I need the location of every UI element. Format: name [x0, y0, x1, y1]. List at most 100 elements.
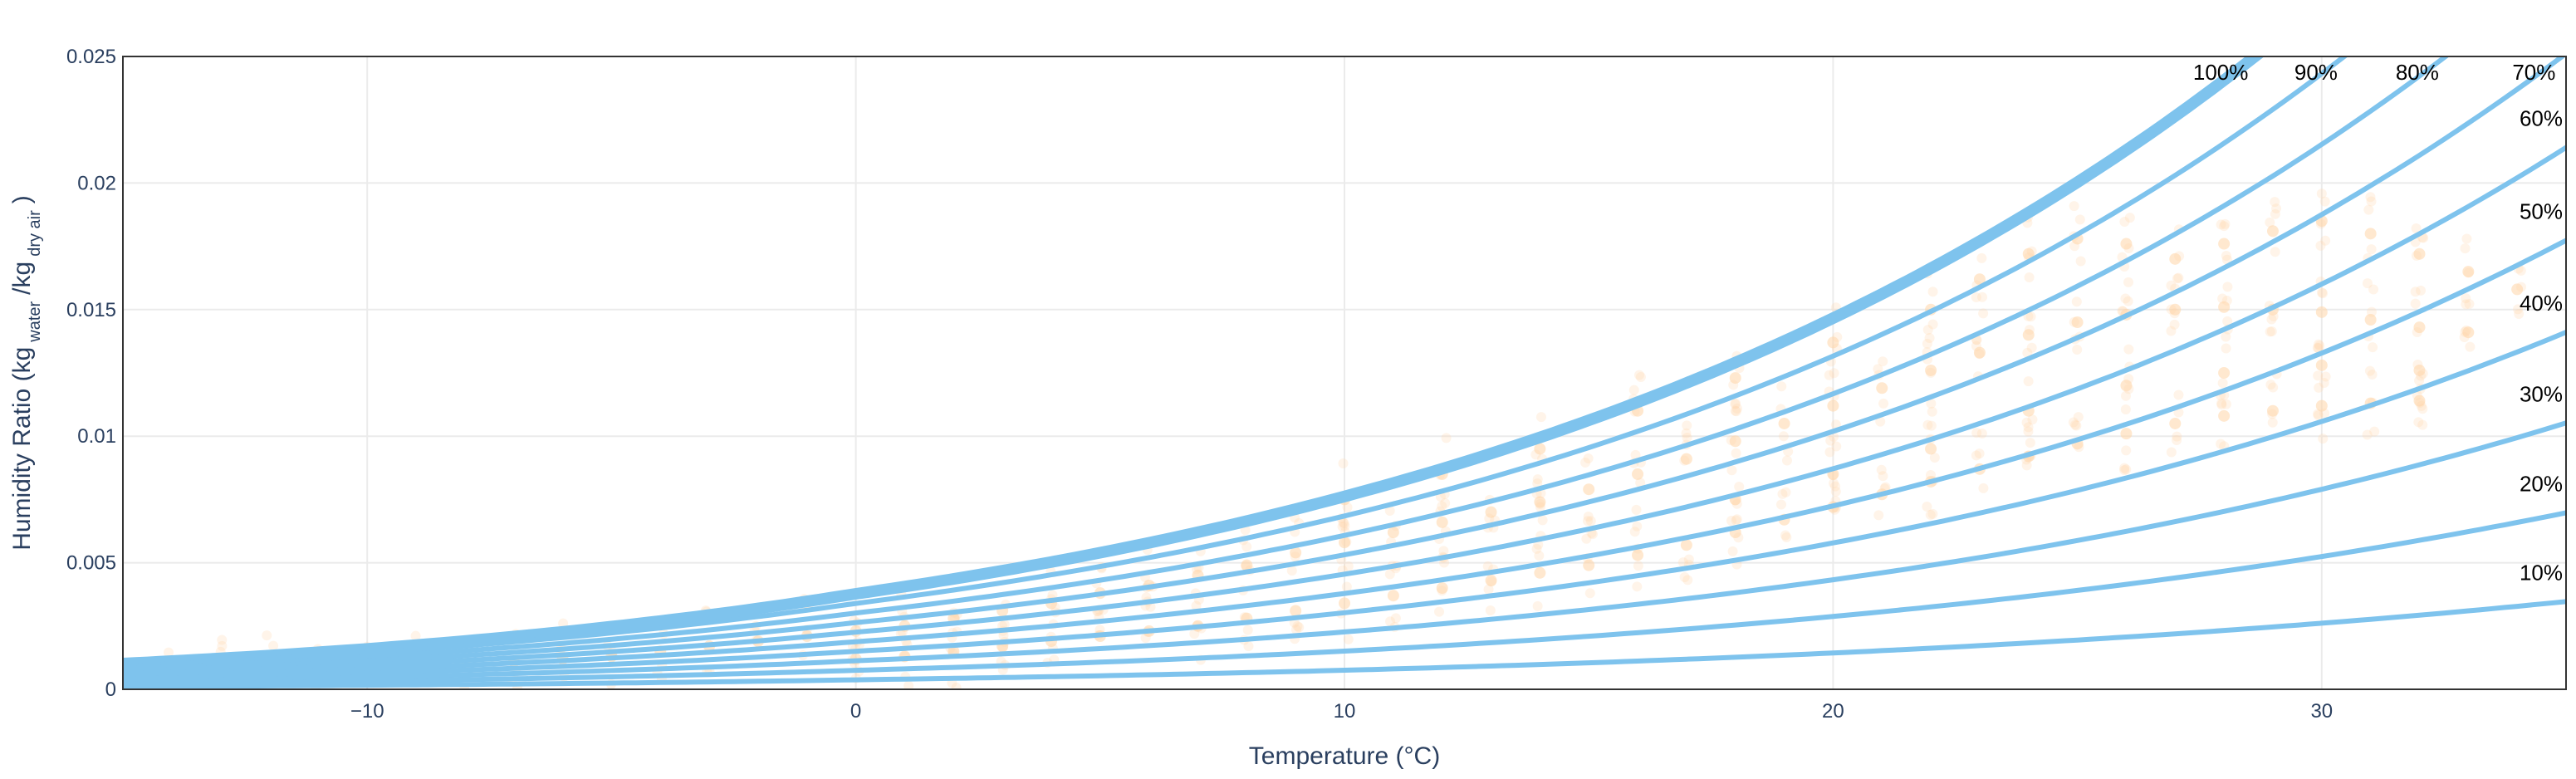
scatter-point — [1926, 367, 1937, 378]
scatter-point — [1241, 559, 1253, 571]
scatter-point — [1580, 457, 1591, 468]
scatter-point — [2023, 422, 2034, 433]
scatter-point — [217, 634, 228, 645]
scatter-point — [1731, 448, 1741, 458]
scatter-point — [1140, 632, 1151, 643]
scatter-point — [1926, 398, 1937, 409]
scatter-point — [2267, 409, 2278, 419]
scatter-point — [2364, 228, 2377, 240]
scatter-point — [1587, 529, 1598, 540]
scatter-point — [1290, 605, 1302, 617]
scatter-point — [2074, 214, 2085, 225]
scatter-point — [2169, 303, 2182, 316]
y-tick-label: 0.005 — [66, 552, 116, 575]
scatter-point — [2266, 326, 2277, 336]
x-axis-ticks: −10 0 10 20 30 — [350, 700, 2333, 723]
scatter-point — [1482, 561, 1493, 571]
scatter-point — [1339, 536, 1350, 549]
scatter-point — [1926, 420, 1937, 431]
scatter-point — [2414, 375, 2425, 386]
scatter-point — [2410, 287, 2421, 297]
scatter-point — [2313, 370, 2324, 381]
scatter-point — [1440, 497, 1451, 508]
scatter-point — [1973, 346, 1986, 359]
scatter-point — [2319, 408, 2330, 419]
scatter-point — [2461, 233, 2472, 244]
scatter-point — [1831, 441, 1842, 452]
scatter-point — [1483, 584, 1494, 595]
rh-curves-layer — [123, 56, 2566, 689]
scatter-point — [1290, 546, 1302, 559]
scatter-point — [1341, 536, 1352, 547]
scatter-point — [2315, 399, 2328, 412]
rh-curve — [123, 330, 2566, 682]
scatter-point — [1145, 601, 1156, 612]
scatter-point — [2320, 371, 2331, 382]
scatter-point — [1922, 325, 1933, 336]
scatter-point — [1679, 571, 1690, 582]
scatter-point — [2069, 316, 2079, 327]
scatter-point — [2221, 251, 2231, 262]
scatter-point — [1437, 585, 1447, 596]
scatter-point — [262, 630, 272, 641]
scatter-point — [1734, 482, 1745, 492]
scatter-point — [1681, 428, 1692, 438]
scatter-point — [2166, 326, 2177, 336]
scatter-point — [1583, 511, 1594, 522]
scatter-point — [1437, 501, 1447, 512]
scatter-point — [2416, 370, 2427, 381]
scatter-point — [1537, 515, 1548, 526]
scatter-point — [2363, 204, 2374, 215]
scatter-point — [2266, 404, 2279, 417]
scatter-point — [2072, 344, 2083, 355]
scatter-point — [2069, 241, 2080, 252]
scatter-point — [1294, 622, 1305, 633]
scatter-point — [1730, 399, 1741, 409]
scatter-point — [2413, 364, 2426, 376]
scatter-point — [2366, 306, 2377, 317]
scatter-point — [2120, 404, 2131, 415]
rh-curve — [123, 599, 2566, 689]
scatter-point — [2120, 428, 2133, 440]
scatter-point — [1630, 449, 1641, 460]
scatter-point — [1534, 566, 1546, 579]
scatter-point — [2023, 426, 2034, 437]
scatter-point — [2410, 298, 2421, 309]
scatter-point — [2313, 339, 2324, 350]
scatter-point — [2313, 410, 2324, 421]
scatter-point — [2268, 382, 2279, 393]
scatter-point — [2461, 293, 2471, 304]
scatter-point — [2413, 321, 2426, 334]
scatter-point — [1726, 435, 1736, 446]
scatter-point — [1343, 561, 1354, 571]
scatter-point — [1729, 435, 1741, 448]
scatter-point — [2123, 344, 2134, 355]
scatter-point — [2121, 445, 2132, 456]
scatter-point — [1534, 443, 1546, 455]
scatter-point — [1241, 561, 1251, 571]
scatter-point — [2265, 326, 2275, 337]
scatter-point — [1971, 292, 1981, 303]
scatter-point — [1971, 450, 1981, 461]
scatter-point — [1390, 613, 1401, 624]
scatter-point — [1781, 532, 1792, 543]
y-title-sub-dry-air: dry air — [26, 210, 44, 257]
scatter-point — [1827, 399, 1839, 412]
scatter-point — [1925, 509, 1936, 520]
scatter-point — [1343, 634, 1354, 644]
scatter-point — [2123, 384, 2134, 394]
x-tick-label: 30 — [2310, 700, 2333, 723]
scatter-point — [1828, 470, 1839, 481]
scatter-point — [2413, 417, 2424, 428]
scatter-point — [2319, 196, 2330, 207]
scatter-point — [2166, 304, 2177, 315]
scatter-point — [1486, 576, 1497, 587]
scatter-point — [217, 640, 228, 651]
rh-curve — [123, 56, 2348, 669]
scatter-point — [2413, 394, 2426, 407]
scatter-point — [1634, 370, 1645, 380]
scatter-point — [1339, 521, 1350, 532]
scatter-point — [2460, 243, 2471, 254]
scatter-point — [1532, 474, 1543, 485]
scatter-point — [2166, 447, 2177, 458]
